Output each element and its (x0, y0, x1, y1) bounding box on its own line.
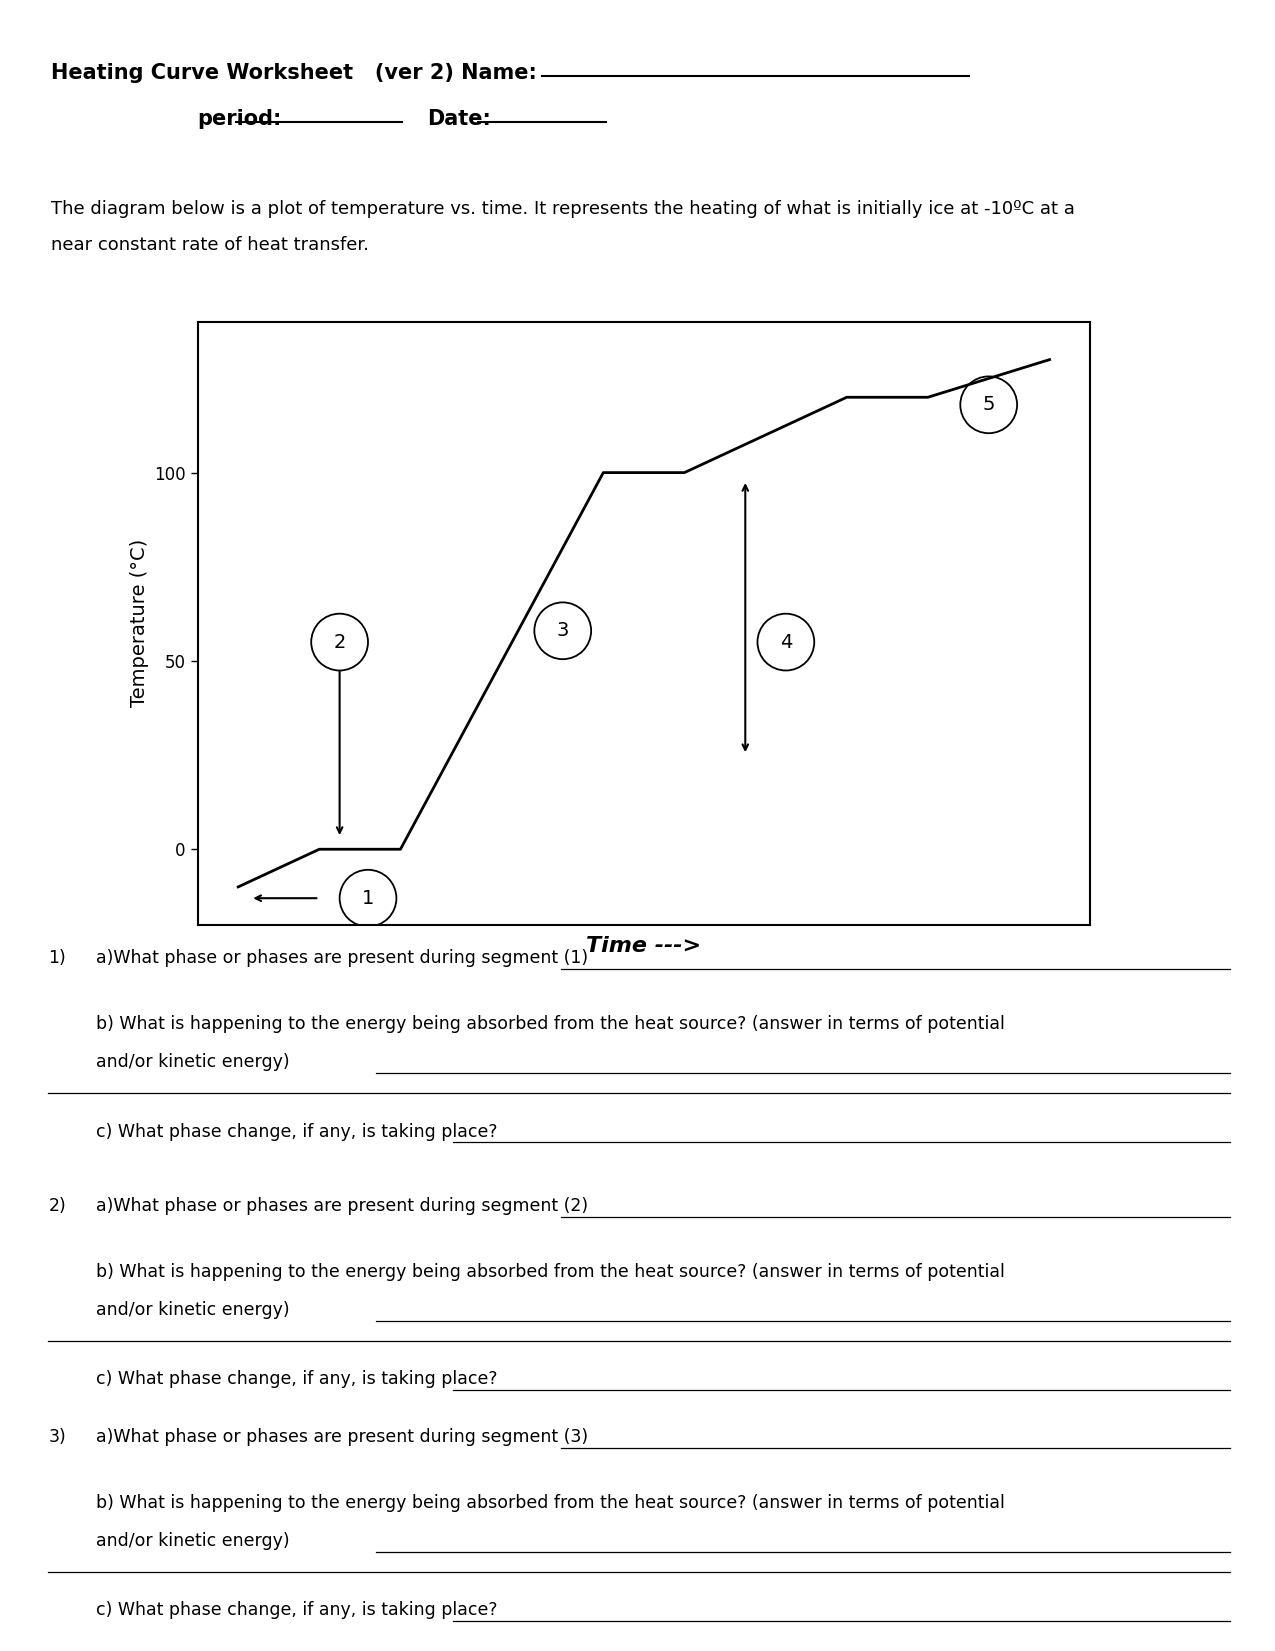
Text: b) What is happening to the energy being absorbed from the heat source? (answer : b) What is happening to the energy being… (96, 1494, 1005, 1512)
Text: 1: 1 (362, 888, 374, 908)
Text: and/or kinetic energy): and/or kinetic energy) (96, 1053, 295, 1071)
Text: a)What phase or phases are present during segment (1): a)What phase or phases are present durin… (96, 949, 593, 967)
Text: 1): 1) (48, 949, 66, 967)
Text: c) What phase change, if any, is taking place?: c) What phase change, if any, is taking … (96, 1123, 502, 1141)
Text: Date:: Date: (427, 109, 491, 129)
Text: c) What phase change, if any, is taking place?: c) What phase change, if any, is taking … (96, 1370, 502, 1388)
Text: 4: 4 (780, 632, 792, 652)
Text: a)What phase or phases are present during segment (2): a)What phase or phases are present durin… (96, 1197, 593, 1215)
Text: period:: period: (198, 109, 282, 129)
Text: b) What is happening to the energy being absorbed from the heat source? (answer : b) What is happening to the energy being… (96, 1015, 1005, 1034)
Y-axis label: Temperature (°C): Temperature (°C) (130, 540, 149, 707)
Text: and/or kinetic energy): and/or kinetic energy) (96, 1532, 295, 1550)
Text: a)What phase or phases are present during segment (3): a)What phase or phases are present durin… (96, 1428, 593, 1446)
Text: c) What phase change, if any, is taking place?: c) What phase change, if any, is taking … (96, 1601, 502, 1620)
Text: b) What is happening to the energy being absorbed from the heat source? (answer : b) What is happening to the energy being… (96, 1263, 1005, 1281)
Text: 2): 2) (48, 1197, 66, 1215)
Text: and/or kinetic energy): and/or kinetic energy) (96, 1301, 295, 1319)
Text: 5: 5 (983, 395, 994, 414)
Text: The diagram below is a plot of temperature vs. time. It represents the heating o: The diagram below is a plot of temperatu… (51, 200, 1075, 218)
Text: near constant rate of heat transfer.: near constant rate of heat transfer. (51, 236, 368, 254)
Text: 2: 2 (334, 632, 346, 652)
X-axis label: Time --->: Time ---> (586, 936, 701, 956)
Text: 3): 3) (48, 1428, 66, 1446)
Text: Heating Curve Worksheet   (ver 2) Name:: Heating Curve Worksheet (ver 2) Name: (51, 63, 537, 83)
Text: 3: 3 (557, 621, 569, 641)
